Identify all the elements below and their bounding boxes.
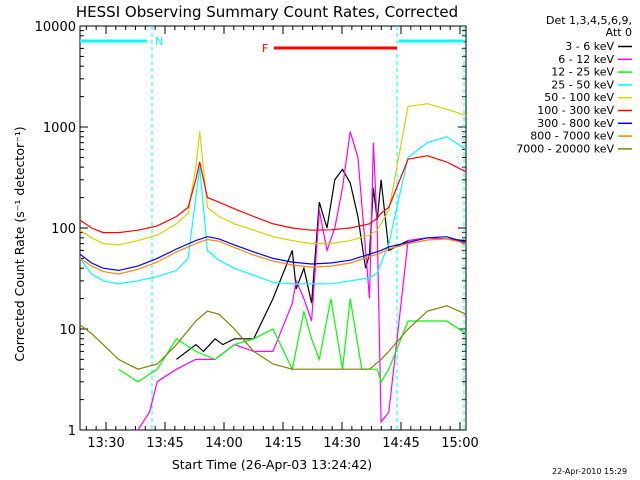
y-tick-label: 1000 <box>43 121 76 136</box>
flare-bar-label: F <box>262 42 268 55</box>
y-tick-label: 1 <box>68 424 76 439</box>
y-tick-label: 10 <box>59 323 76 338</box>
series-line <box>79 238 467 275</box>
legend-label: 12 - 25 keV <box>551 66 614 79</box>
series-line <box>118 298 467 384</box>
y-tick-label: 100 <box>51 222 76 237</box>
legend-label: 100 - 300 keV <box>537 104 614 117</box>
x-tick-label: 14:00 <box>205 436 242 451</box>
x-tick-label: 13:45 <box>146 436 183 451</box>
legend-label: 3 - 6 keV <box>565 40 614 53</box>
legend-label: 7000 - 20000 keV <box>516 142 614 155</box>
series-line <box>79 155 467 234</box>
legend-label: 6 - 12 keV <box>558 53 614 66</box>
plot-area: 1 10 100 1000 10000 13:30 13:45 14:00 14:15 14:30… <box>35 14 632 451</box>
series-line <box>79 236 467 272</box>
series-line <box>137 131 467 431</box>
y-tick-label: 10000 <box>35 20 76 35</box>
legend-label: 300 - 800 keV <box>537 117 614 130</box>
legend-label: 50 - 100 keV <box>544 91 614 104</box>
x-tick-label: 14:45 <box>382 436 419 451</box>
detector-list: Det 1,3,4,5,6,9, <box>546 14 632 27</box>
legend-label: 800 - 7000 keV <box>530 130 614 143</box>
night-bar-label: N <box>155 35 163 48</box>
series-line <box>176 168 467 360</box>
legend-label: 25 - 50 keV <box>551 78 614 91</box>
x-tick-label: 15:00 <box>441 436 478 451</box>
x-axis-label: Start Time (26-Apr-03 13:24:42) <box>172 457 372 472</box>
series-line <box>79 103 467 246</box>
series-line <box>79 305 467 370</box>
footer-timestamp: 22-Apr-2010 15:29 <box>552 467 627 476</box>
x-tick-label: 14:30 <box>323 436 360 451</box>
x-tick-label: 13:30 <box>87 436 124 451</box>
attenuator-state: Att 0 <box>606 26 632 39</box>
chart-title: HESSI Observing Summary Count Rates, Cor… <box>76 3 458 21</box>
x-tick-label: 14:15 <box>264 436 301 451</box>
y-axis-label: Corrected Count Rate (s⁻¹ detector⁻¹) <box>12 126 27 361</box>
